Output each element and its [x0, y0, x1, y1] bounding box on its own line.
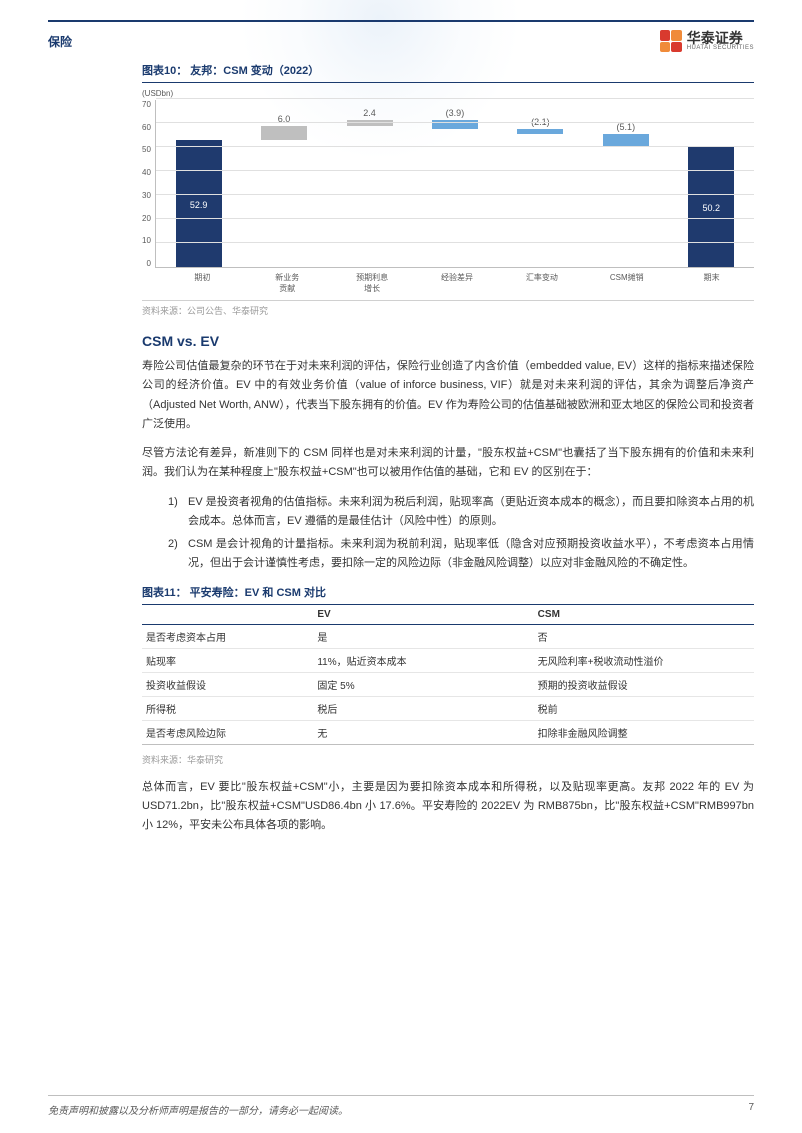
- x-tick-label: 新业务贡献: [245, 268, 330, 294]
- section-heading: CSM vs. EV: [142, 333, 754, 349]
- y-tick-label: 60: [142, 123, 151, 132]
- table-header-cell: [142, 604, 313, 624]
- table-cell: 无风险利率+税收流动性溢价: [534, 648, 754, 672]
- fig10-y-unit: (USDbn): [142, 89, 754, 98]
- x-tick-label: 期末: [669, 268, 754, 294]
- x-tick-label: 预期利息增长: [330, 268, 415, 294]
- x-tick-label: 经验差异: [415, 268, 500, 294]
- grid-line: [156, 122, 754, 123]
- table-cell: 是: [313, 624, 533, 648]
- header-category: 保险: [48, 33, 72, 50]
- logo-company-en: HUATAI SECURITIES: [687, 45, 754, 51]
- grid-line: [156, 242, 754, 243]
- bar-value-label: (5.1): [617, 122, 636, 132]
- company-logo: 华泰证券 HUATAI SECURITIES: [660, 30, 754, 52]
- table-cell: 税后: [313, 696, 533, 720]
- fig10-source: 资料来源：公司公告、华泰研究: [142, 300, 754, 317]
- para-3: 总体而言，EV 要比"股东权益+CSM"小，主要是因为要扣除资本成本和所得税，以…: [142, 778, 754, 836]
- y-tick-label: 0: [146, 259, 150, 268]
- grid-line: [156, 218, 754, 219]
- fig11-source: 资料来源：华泰研究: [142, 751, 754, 766]
- top-border: [48, 20, 754, 22]
- footer-disclaimer: 免责声明和披露以及分析师声明是报告的一部分，请务必一起阅读。: [48, 1102, 348, 1117]
- y-tick-label: 10: [142, 236, 151, 245]
- bar-value-label: 50.2: [702, 203, 720, 213]
- y-tick-label: 30: [142, 191, 151, 200]
- table-cell: 税前: [534, 696, 754, 720]
- list-item-text: CSM 是会计视角的计量指标。未来利润为税前利润，贴现率低（隐含对应预期投资收益…: [188, 535, 754, 574]
- bar-value-label: 52.9: [190, 200, 208, 210]
- page-footer: 免责声明和披露以及分析师声明是报告的一部分，请务必一起阅读。 7: [48, 1095, 754, 1117]
- list-item-text: EV 是投资者视角的估值指标。未来利润为税后利润，贴现率高（更贴近资本成本的概念…: [188, 493, 754, 532]
- grid-line: [156, 170, 754, 171]
- x-tick-label: 期初: [160, 268, 245, 294]
- bar-value-label: 2.4: [363, 108, 376, 118]
- table-cell: 所得税: [142, 696, 313, 720]
- fig11-table: EVCSM 是否考虑资本占用是否贴现率11%，贴近资本成本无风险利率+税收流动性…: [142, 604, 754, 745]
- list-item-number: 2): [168, 535, 188, 574]
- bar: [261, 126, 307, 140]
- logo-icon: [660, 30, 682, 52]
- table-cell: 预期的投资收益假设: [534, 672, 754, 696]
- footer-page-number: 7: [748, 1102, 754, 1117]
- table-row: 贴现率11%，贴近资本成本无风险利率+税收流动性溢价: [142, 648, 754, 672]
- y-tick-label: 40: [142, 168, 151, 177]
- logo-company-name: 华泰证券: [687, 31, 754, 45]
- table-cell: 是否考虑资本占用: [142, 624, 313, 648]
- fig10-y-axis: 70 60 50 40 30 20 10 0: [142, 100, 155, 268]
- fig10-plot: 52.96.02.4(3.9)(2.1)(5.1)50.2: [155, 100, 754, 268]
- para-2: 尽管方法论有差异，新准则下的 CSM 同样也是对未来利润的计量，"股东权益+CS…: [142, 444, 754, 483]
- table-header-cell: CSM: [534, 604, 754, 624]
- list-item: 2)CSM 是会计视角的计量指标。未来利润为税前利润，贴现率低（隐含对应预期投资…: [168, 535, 754, 574]
- list-item: 1)EV 是投资者视角的估值指标。未来利润为税后利润，贴现率高（更贴近资本成本的…: [168, 493, 754, 532]
- fig10-chart: (USDbn) 706050403020100 52.96.02.4(3.9)(…: [142, 89, 754, 294]
- table-header-cell: EV: [313, 604, 533, 624]
- grid-line: [156, 98, 754, 99]
- para-1: 寿险公司估值最复杂的环节在于对未来利润的评估，保险行业创造了内含价值（embed…: [142, 357, 754, 434]
- table-cell: 扣除非金融风险调整: [534, 720, 754, 744]
- fig10-title: 图表10： 友邦：CSM 变动（2022）: [142, 62, 754, 78]
- bar-value-label: (3.9): [446, 108, 465, 118]
- table-header-row: EVCSM: [142, 604, 754, 624]
- fig11-title: 图表11： 平安寿险：EV 和 CSM 对比: [142, 584, 754, 600]
- list-item-number: 1): [168, 493, 188, 532]
- grid-line: [156, 194, 754, 195]
- table-row: 所得税税后税前: [142, 696, 754, 720]
- table-cell: 固定 5%: [313, 672, 533, 696]
- table-cell: 投资收益假设: [142, 672, 313, 696]
- table-cell: 是否考虑风险边际: [142, 720, 313, 744]
- fig10-title-rule: [142, 82, 754, 83]
- y-tick-label: 70: [142, 100, 151, 109]
- table-cell: 否: [534, 624, 754, 648]
- table-row: 是否考虑资本占用是否: [142, 624, 754, 648]
- x-tick-label: 汇率变动: [499, 268, 584, 294]
- numbered-list: 1)EV 是投资者视角的估值指标。未来利润为税后利润，贴现率高（更贴近资本成本的…: [142, 493, 754, 574]
- table-row: 是否考虑风险边际无扣除非金融风险调整: [142, 720, 754, 744]
- bar: [603, 134, 649, 146]
- page-header: 保险 华泰证券 HUATAI SECURITIES: [48, 30, 754, 52]
- table-cell: 贴现率: [142, 648, 313, 672]
- table-cell: 无: [313, 720, 533, 744]
- y-tick-label: 50: [142, 145, 151, 154]
- table-cell: 11%，贴近资本成本: [313, 648, 533, 672]
- y-tick-label: 20: [142, 214, 151, 223]
- bar: [517, 129, 563, 134]
- table-row: 投资收益假设固定 5%预期的投资收益假设: [142, 672, 754, 696]
- content-area: 图表10： 友邦：CSM 变动（2022） (USDbn) 70 60 50 40 30…: [48, 62, 754, 835]
- x-tick-label: CSM摊销: [584, 268, 669, 294]
- fig10-x-axis: 期初新业务贡献预期利息增长经验差异汇率变动CSM摊销期末: [160, 268, 754, 294]
- grid-line: [156, 146, 754, 147]
